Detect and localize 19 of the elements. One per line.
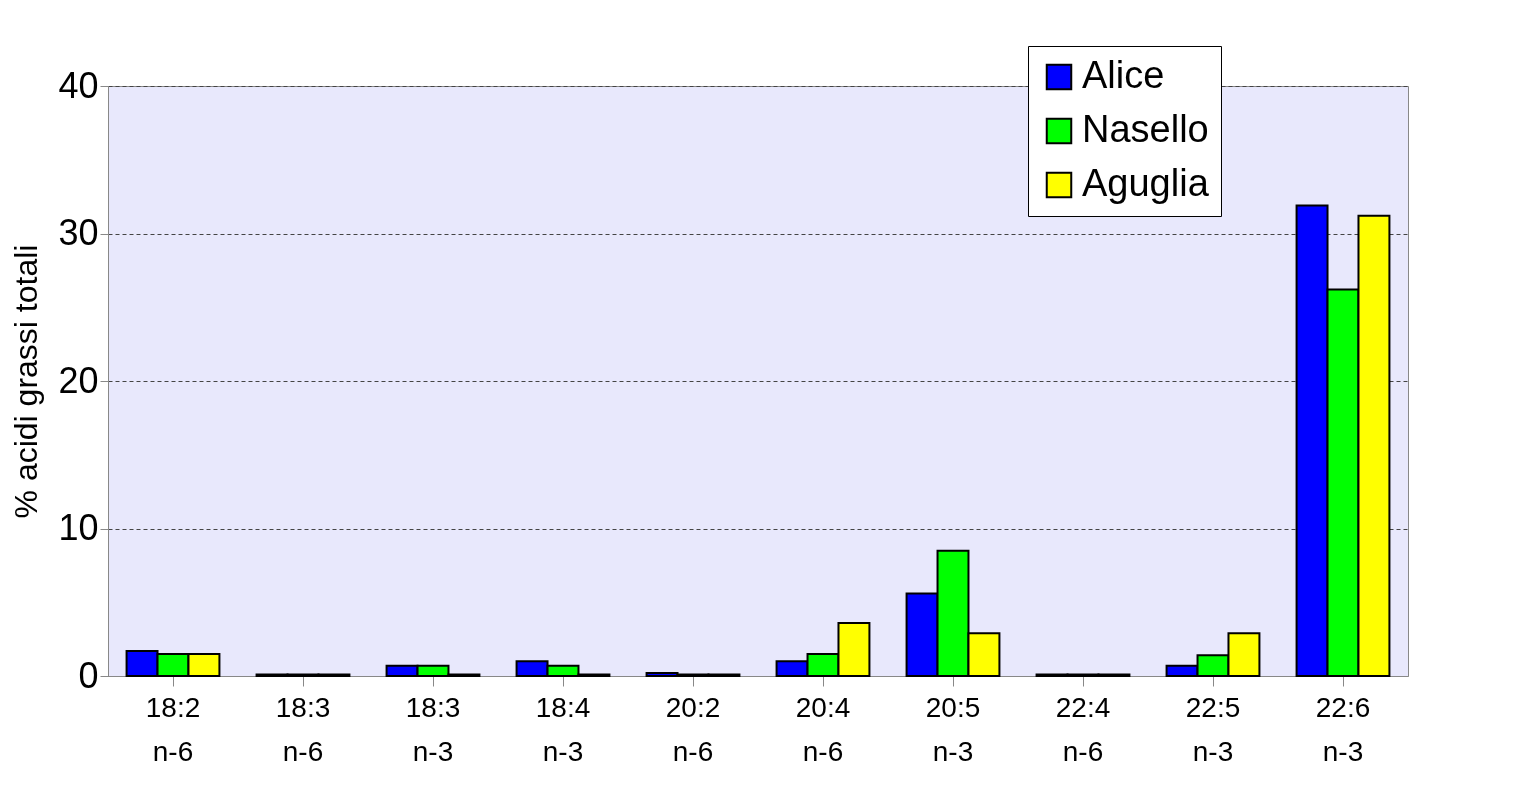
x-tick-label: 18:2 n-6 — [145, 691, 201, 767]
legend-label: Alice — [1082, 54, 1165, 96]
x-tick-label: 22:4 n-6 — [1055, 691, 1111, 767]
y-axis-title: % acidi grassi totali — [8, 244, 45, 519]
legend-label: Aguglia — [1082, 162, 1210, 204]
x-tick-label: 22:6 n-3 — [1315, 691, 1371, 767]
y-tick-label: 40 — [58, 64, 99, 106]
y-tick-label: 10 — [58, 507, 99, 548]
y-tick-label: 0 — [78, 654, 99, 696]
x-tick-label: 20:5 n-3 — [925, 691, 981, 767]
x-tick-label: 22:5 n-3 — [1185, 691, 1241, 767]
x-tick-label: 18:3 n-6 — [275, 691, 331, 767]
y-tick-label: 30 — [58, 212, 99, 253]
x-tick-label: 20:2 n-6 — [665, 691, 721, 767]
x-tick-label: 18:4 n-3 — [535, 691, 591, 767]
legend-label: Nasello — [1082, 108, 1209, 150]
x-tick-label: 18:3 n-3 — [405, 691, 461, 767]
y-tick-label: 20 — [58, 359, 99, 401]
x-tick-label: 20:4 n-6 — [795, 691, 851, 767]
